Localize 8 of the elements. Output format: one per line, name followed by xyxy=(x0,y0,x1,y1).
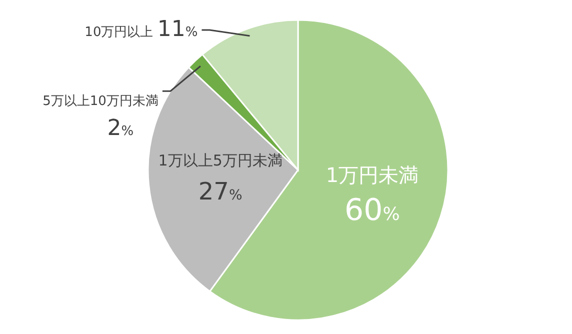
slice-label: 1万以上5万円未満 xyxy=(158,151,282,170)
data-label: 27% xyxy=(198,177,242,206)
slice-label: 5万以上10万円未満 xyxy=(42,94,158,110)
slice-label: 10万円以上 xyxy=(84,25,158,40)
data-label: 2% xyxy=(107,116,134,142)
data-label: 11% xyxy=(157,17,198,42)
data-label: 60% xyxy=(344,193,400,228)
slice-label: 1万円未満 xyxy=(326,163,419,188)
